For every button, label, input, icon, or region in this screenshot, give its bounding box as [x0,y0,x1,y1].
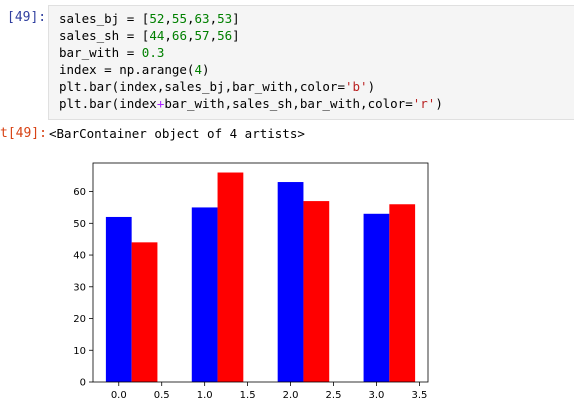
bar-series2-1 [217,172,244,382]
y-tick-label: 40 [73,251,86,262]
y-tick-label: 20 [73,314,86,325]
y-tick-label: 60 [73,187,86,198]
x-tick-label: 3.5 [411,390,427,401]
bar-series2-3 [389,204,416,382]
bar-series1-0 [105,216,132,382]
output-prompt: t[49]: [0,126,47,141]
bar-series1-2 [277,182,304,382]
x-tick-label: 2.5 [326,390,342,401]
bar-series1-3 [363,213,390,382]
code-editor[interactable]: sales_bj = [52,55,63,53] sales_sh = [44,… [48,5,574,120]
y-tick-label: 30 [73,282,86,293]
plot-frame [92,162,429,383]
bar-series1-1 [191,207,218,382]
x-tick-label: 2.0 [283,390,299,401]
x-tick-label: 1.0 [197,390,213,401]
y-tick-label: 50 [73,219,86,230]
y-tick-label: 0 [80,378,86,389]
code-line-3: bar_with = 0.3 [59,45,165,60]
input-prompt: [49]: [7,10,47,25]
x-tick-label: 1.5 [240,390,256,401]
code-line-2: sales_sh = [44,66,57,56] [59,28,240,43]
code-line-1: sales_bj = [52,55,63,53] [59,11,240,26]
bar-series2-0 [131,242,158,382]
code-line-5: plt.bar(index,sales_bj,bar_with,color='b… [59,79,376,94]
x-tick-label: 3.0 [369,390,385,401]
output-text: <BarContainer object of 4 artists> [49,126,305,141]
y-tick-label: 10 [73,346,86,357]
code-line-6: plt.bar(index+bar_with,sales_sh,bar_with… [59,96,443,111]
bar-series2-2 [303,201,330,382]
x-tick-label: 0.0 [111,390,127,401]
code-line-4: index = np.arange(4) [59,62,210,77]
x-tick-label: 0.5 [154,390,170,401]
bar-chart: 0.0 0.5 1.0 1.5 2.0 2.5 3.0 3.5 0 10 20 30 40 50 60 [73,162,429,401]
